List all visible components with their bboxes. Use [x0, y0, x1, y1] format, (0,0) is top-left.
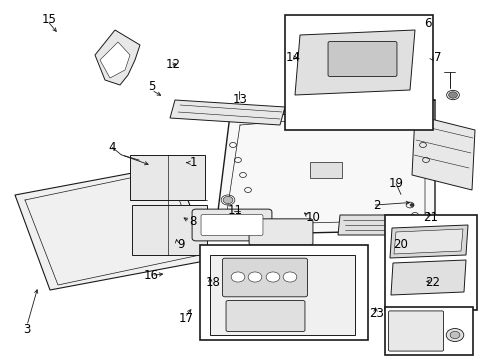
Polygon shape [95, 30, 140, 85]
Circle shape [408, 39, 416, 45]
Text: 11: 11 [227, 204, 242, 217]
Text: 6: 6 [423, 17, 431, 30]
FancyBboxPatch shape [248, 219, 312, 245]
FancyBboxPatch shape [350, 77, 400, 108]
Circle shape [392, 262, 399, 267]
FancyBboxPatch shape [388, 311, 443, 351]
FancyBboxPatch shape [222, 258, 307, 297]
Text: 12: 12 [166, 58, 181, 71]
Text: 9: 9 [177, 238, 184, 251]
Text: 20: 20 [393, 238, 407, 251]
Circle shape [409, 203, 413, 206]
Polygon shape [294, 30, 414, 95]
Text: 8: 8 [189, 215, 197, 228]
Polygon shape [100, 42, 130, 78]
Circle shape [231, 272, 244, 282]
Polygon shape [15, 165, 209, 290]
FancyBboxPatch shape [192, 209, 271, 241]
Bar [285, 15, 432, 130]
Circle shape [460, 225, 467, 230]
Circle shape [391, 228, 398, 233]
Circle shape [403, 85, 411, 91]
Text: 15: 15 [41, 13, 56, 26]
Polygon shape [130, 155, 204, 200]
Text: 1: 1 [189, 156, 197, 169]
Text: 17: 17 [178, 312, 193, 325]
Text: 10: 10 [305, 211, 320, 224]
FancyBboxPatch shape [327, 41, 396, 76]
Polygon shape [393, 229, 462, 254]
Text: 2: 2 [372, 199, 380, 212]
Circle shape [447, 92, 456, 98]
Circle shape [458, 260, 465, 265]
Circle shape [223, 197, 232, 204]
Text: 19: 19 [388, 177, 403, 190]
Polygon shape [337, 215, 414, 235]
Polygon shape [170, 100, 285, 125]
Text: 3: 3 [23, 323, 31, 336]
Text: 16: 16 [144, 269, 159, 282]
Circle shape [247, 272, 261, 282]
Text: 14: 14 [285, 51, 300, 64]
Polygon shape [390, 260, 465, 295]
Polygon shape [389, 225, 467, 258]
Text: 18: 18 [205, 276, 220, 289]
Text: 22: 22 [425, 276, 439, 289]
Text: 5: 5 [147, 80, 155, 93]
Polygon shape [215, 100, 434, 235]
Circle shape [298, 42, 305, 48]
FancyBboxPatch shape [225, 301, 305, 332]
FancyBboxPatch shape [201, 215, 263, 235]
Polygon shape [132, 205, 206, 255]
Text: 13: 13 [232, 93, 246, 105]
FancyBboxPatch shape [357, 82, 394, 104]
Circle shape [449, 332, 459, 339]
Text: 21: 21 [422, 211, 437, 224]
Text: 4: 4 [108, 141, 116, 154]
Polygon shape [411, 115, 474, 190]
Circle shape [265, 272, 279, 282]
Bar [384, 307, 472, 355]
Circle shape [445, 329, 463, 342]
Text: 23: 23 [368, 307, 383, 320]
Text: 7: 7 [433, 51, 441, 64]
Bar [309, 162, 341, 178]
Circle shape [283, 272, 296, 282]
Polygon shape [209, 255, 354, 335]
Bar [384, 215, 476, 310]
Bar [200, 245, 367, 340]
